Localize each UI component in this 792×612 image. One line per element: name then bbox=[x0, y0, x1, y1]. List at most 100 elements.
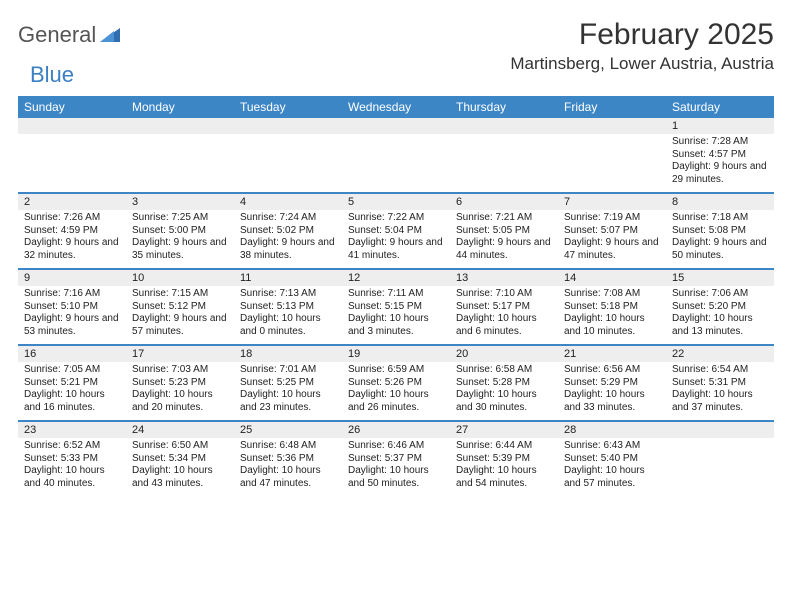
sunset-line: Sunset: 5:29 PM bbox=[564, 377, 660, 390]
calendar-cell: 4Sunrise: 7:24 AMSunset: 5:02 PMDaylight… bbox=[234, 194, 342, 268]
sunrise-line: Sunrise: 7:11 AM bbox=[348, 288, 444, 301]
sunset-line: Sunset: 5:20 PM bbox=[672, 301, 768, 314]
daylight-line: Daylight: 9 hours and 32 minutes. bbox=[24, 237, 120, 262]
calendar-cell: 5Sunrise: 7:22 AMSunset: 5:04 PMDaylight… bbox=[342, 194, 450, 268]
day-number bbox=[18, 118, 126, 134]
sunset-line: Sunset: 5:12 PM bbox=[132, 301, 228, 314]
daylight-line: Daylight: 9 hours and 44 minutes. bbox=[456, 237, 552, 262]
day-header: Thursday bbox=[450, 96, 558, 118]
calendar-cell: 1Sunrise: 7:28 AMSunset: 4:57 PMDaylight… bbox=[666, 118, 774, 192]
sunrise-line: Sunrise: 6:44 AM bbox=[456, 440, 552, 453]
cell-body: Sunrise: 7:13 AMSunset: 5:13 PMDaylight:… bbox=[234, 286, 342, 344]
week-row: 1Sunrise: 7:28 AMSunset: 4:57 PMDaylight… bbox=[18, 118, 774, 194]
daylight-line: Daylight: 10 hours and 43 minutes. bbox=[132, 465, 228, 490]
cell-body: Sunrise: 7:26 AMSunset: 4:59 PMDaylight:… bbox=[18, 210, 126, 268]
title-block: February 2025 Martinsberg, Lower Austria… bbox=[510, 18, 774, 74]
day-number: 24 bbox=[126, 422, 234, 438]
logo-word-2: Blue bbox=[30, 62, 74, 88]
day-number: 27 bbox=[450, 422, 558, 438]
cell-body: Sunrise: 6:48 AMSunset: 5:36 PMDaylight:… bbox=[234, 438, 342, 496]
sunrise-line: Sunrise: 7:26 AM bbox=[24, 212, 120, 225]
daylight-line: Daylight: 10 hours and 16 minutes. bbox=[24, 389, 120, 414]
day-number: 1 bbox=[666, 118, 774, 134]
sunset-line: Sunset: 5:33 PM bbox=[24, 453, 120, 466]
daylight-line: Daylight: 9 hours and 53 minutes. bbox=[24, 313, 120, 338]
sunrise-line: Sunrise: 7:10 AM bbox=[456, 288, 552, 301]
daylight-line: Daylight: 10 hours and 10 minutes. bbox=[564, 313, 660, 338]
day-number: 28 bbox=[558, 422, 666, 438]
daylight-line: Daylight: 10 hours and 40 minutes. bbox=[24, 465, 120, 490]
cell-body: Sunrise: 7:01 AMSunset: 5:25 PMDaylight:… bbox=[234, 362, 342, 420]
day-number: 9 bbox=[18, 270, 126, 286]
cell-body bbox=[342, 134, 450, 192]
sunset-line: Sunset: 5:10 PM bbox=[24, 301, 120, 314]
day-number: 14 bbox=[558, 270, 666, 286]
sunset-line: Sunset: 5:34 PM bbox=[132, 453, 228, 466]
calendar-cell bbox=[450, 118, 558, 192]
sunrise-line: Sunrise: 7:25 AM bbox=[132, 212, 228, 225]
calendar-cell bbox=[234, 118, 342, 192]
cell-body bbox=[234, 134, 342, 192]
sunrise-line: Sunrise: 7:05 AM bbox=[24, 364, 120, 377]
cell-body bbox=[18, 134, 126, 192]
daylight-line: Daylight: 9 hours and 50 minutes. bbox=[672, 237, 768, 262]
calendar-cell bbox=[126, 118, 234, 192]
sunrise-line: Sunrise: 7:01 AM bbox=[240, 364, 336, 377]
day-number: 17 bbox=[126, 346, 234, 362]
sunset-line: Sunset: 5:00 PM bbox=[132, 225, 228, 238]
day-number: 8 bbox=[666, 194, 774, 210]
calendar-cell: 26Sunrise: 6:46 AMSunset: 5:37 PMDayligh… bbox=[342, 422, 450, 496]
calendar-cell: 21Sunrise: 6:56 AMSunset: 5:29 PMDayligh… bbox=[558, 346, 666, 420]
cell-body bbox=[126, 134, 234, 192]
day-number: 25 bbox=[234, 422, 342, 438]
day-header: Tuesday bbox=[234, 96, 342, 118]
cell-body: Sunrise: 6:50 AMSunset: 5:34 PMDaylight:… bbox=[126, 438, 234, 496]
calendar-cell: 25Sunrise: 6:48 AMSunset: 5:36 PMDayligh… bbox=[234, 422, 342, 496]
weeks-container: 1Sunrise: 7:28 AMSunset: 4:57 PMDaylight… bbox=[18, 118, 774, 496]
day-header: Monday bbox=[126, 96, 234, 118]
cell-body: Sunrise: 6:54 AMSunset: 5:31 PMDaylight:… bbox=[666, 362, 774, 420]
sunset-line: Sunset: 5:04 PM bbox=[348, 225, 444, 238]
day-number: 15 bbox=[666, 270, 774, 286]
sunset-line: Sunset: 5:13 PM bbox=[240, 301, 336, 314]
day-number: 6 bbox=[450, 194, 558, 210]
sunrise-line: Sunrise: 6:50 AM bbox=[132, 440, 228, 453]
week-row: 2Sunrise: 7:26 AMSunset: 4:59 PMDaylight… bbox=[18, 194, 774, 270]
sunset-line: Sunset: 5:07 PM bbox=[564, 225, 660, 238]
calendar-cell: 17Sunrise: 7:03 AMSunset: 5:23 PMDayligh… bbox=[126, 346, 234, 420]
sunrise-line: Sunrise: 6:48 AM bbox=[240, 440, 336, 453]
calendar-cell: 6Sunrise: 7:21 AMSunset: 5:05 PMDaylight… bbox=[450, 194, 558, 268]
day-number: 20 bbox=[450, 346, 558, 362]
daylight-line: Daylight: 10 hours and 37 minutes. bbox=[672, 389, 768, 414]
calendar-cell: 16Sunrise: 7:05 AMSunset: 5:21 PMDayligh… bbox=[18, 346, 126, 420]
sunrise-line: Sunrise: 7:22 AM bbox=[348, 212, 444, 225]
sunset-line: Sunset: 5:02 PM bbox=[240, 225, 336, 238]
calendar-cell: 13Sunrise: 7:10 AMSunset: 5:17 PMDayligh… bbox=[450, 270, 558, 344]
sunset-line: Sunset: 4:59 PM bbox=[24, 225, 120, 238]
sunrise-line: Sunrise: 6:59 AM bbox=[348, 364, 444, 377]
cell-body: Sunrise: 7:03 AMSunset: 5:23 PMDaylight:… bbox=[126, 362, 234, 420]
day-number: 23 bbox=[18, 422, 126, 438]
day-number: 10 bbox=[126, 270, 234, 286]
cell-body: Sunrise: 7:11 AMSunset: 5:15 PMDaylight:… bbox=[342, 286, 450, 344]
cell-body: Sunrise: 7:22 AMSunset: 5:04 PMDaylight:… bbox=[342, 210, 450, 268]
day-number: 11 bbox=[234, 270, 342, 286]
day-number bbox=[342, 118, 450, 134]
cell-body: Sunrise: 7:28 AMSunset: 4:57 PMDaylight:… bbox=[666, 134, 774, 192]
cell-body: Sunrise: 7:16 AMSunset: 5:10 PMDaylight:… bbox=[18, 286, 126, 344]
calendar-cell: 3Sunrise: 7:25 AMSunset: 5:00 PMDaylight… bbox=[126, 194, 234, 268]
daylight-line: Daylight: 9 hours and 47 minutes. bbox=[564, 237, 660, 262]
day-number: 4 bbox=[234, 194, 342, 210]
daylight-line: Daylight: 10 hours and 23 minutes. bbox=[240, 389, 336, 414]
cell-body bbox=[666, 438, 774, 496]
sunrise-line: Sunrise: 7:28 AM bbox=[672, 136, 768, 149]
day-number: 21 bbox=[558, 346, 666, 362]
daylight-line: Daylight: 10 hours and 33 minutes. bbox=[564, 389, 660, 414]
logo-word-1: General bbox=[18, 22, 96, 48]
sunrise-line: Sunrise: 7:19 AM bbox=[564, 212, 660, 225]
cell-body: Sunrise: 7:10 AMSunset: 5:17 PMDaylight:… bbox=[450, 286, 558, 344]
daylight-line: Daylight: 10 hours and 0 minutes. bbox=[240, 313, 336, 338]
calendar-cell: 22Sunrise: 6:54 AMSunset: 5:31 PMDayligh… bbox=[666, 346, 774, 420]
sunrise-line: Sunrise: 7:16 AM bbox=[24, 288, 120, 301]
calendar-cell bbox=[18, 118, 126, 192]
